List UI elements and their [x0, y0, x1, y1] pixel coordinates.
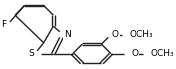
Text: O: O: [112, 30, 119, 39]
Text: OCH₃: OCH₃: [130, 30, 153, 39]
Text: F: F: [2, 20, 7, 29]
Text: S: S: [28, 49, 34, 58]
Text: N: N: [64, 30, 70, 39]
Text: O: O: [131, 49, 138, 58]
Text: OCH₃: OCH₃: [150, 49, 174, 58]
